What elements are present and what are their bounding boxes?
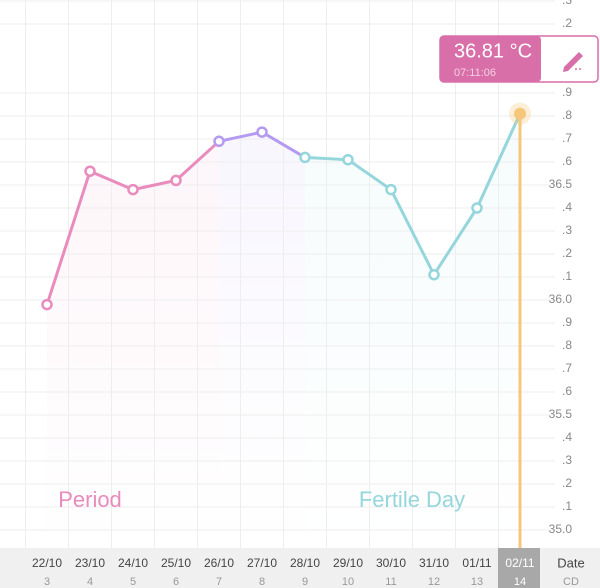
cycle-day-label: 6	[173, 576, 179, 588]
line-segment	[260, 130, 307, 159]
line-segment	[45, 169, 92, 307]
line-segment	[88, 169, 135, 192]
line-segment	[174, 139, 221, 182]
point	[213, 135, 225, 148]
selected-day	[498, 548, 540, 588]
x-tick-label: 01/11	[462, 556, 491, 570]
cycle-day-label: 12	[428, 576, 440, 588]
y-tick-label: .6	[562, 384, 572, 398]
edit-dot	[575, 68, 577, 70]
point	[84, 165, 96, 177]
point	[299, 151, 311, 164]
y-tick-label: .7	[562, 131, 572, 145]
x-tick-label: 23/10	[75, 556, 105, 570]
x-tick-label: 26/10	[204, 556, 234, 570]
line-segment	[217, 130, 264, 143]
point	[428, 268, 440, 281]
y-tick-label: .3	[562, 223, 572, 237]
cycle-day-label: 9	[302, 576, 308, 588]
y-tick-label: .3	[562, 0, 572, 7]
y-tick-label: .3	[562, 453, 572, 467]
point	[514, 107, 526, 120]
edit-icon[interactable]	[563, 52, 583, 72]
x-tick-label: 02/11	[505, 556, 534, 570]
y-tick-label: 35.0	[549, 522, 573, 536]
y-tick-label: .9	[562, 85, 572, 99]
y-tick-label: .1	[562, 499, 572, 513]
cycle-day-label: 8	[259, 576, 265, 588]
x-tick-label: 28/10	[290, 556, 320, 570]
cycle-day-label: 7	[216, 576, 222, 588]
cycle-day-label: 13	[471, 576, 483, 588]
y-tick-label: .7	[562, 361, 572, 375]
x-tick-label: 22/10	[32, 556, 62, 570]
line-segment	[389, 188, 436, 277]
line-segment	[346, 158, 393, 192]
y-tick-label: .9	[562, 315, 572, 329]
x-tick-label: 29/10	[333, 556, 363, 570]
y-tick-label: .8	[562, 108, 572, 122]
y-tick-label: .6	[562, 154, 572, 168]
y-tick-label: .8	[562, 338, 572, 352]
y-tick-label: .4	[562, 430, 572, 444]
tooltip-value: 36.81 °C	[454, 40, 532, 62]
x-axis-label: Date	[557, 555, 584, 570]
x-axis-label-cd: CD	[563, 576, 579, 588]
point	[256, 126, 268, 138]
y-tick-label: 36.0	[549, 292, 573, 306]
cycle-day-label: 5	[130, 576, 136, 588]
y-tick-label: .2	[562, 16, 572, 30]
y-tick-label: 35.5	[549, 407, 573, 421]
area-fade	[0, 0, 600, 548]
y-tick-label: .2	[562, 246, 572, 260]
cycle-day-label: 4	[87, 576, 93, 588]
point	[342, 153, 354, 166]
line-segment	[475, 112, 522, 210]
point	[170, 174, 182, 187]
line-segment	[131, 178, 178, 192]
edit-dot	[579, 68, 581, 70]
tooltip[interactable]: 36.81 °C 07:11:06	[439, 35, 599, 83]
point	[385, 183, 397, 196]
x-tick-label: 31/10	[419, 556, 449, 570]
x-tick-label: 27/10	[247, 556, 277, 570]
y-tick-label: .2	[562, 476, 572, 490]
y-tick-label: 36.5	[549, 177, 573, 191]
point	[127, 183, 139, 196]
point	[471, 202, 483, 214]
line-segment	[303, 155, 350, 162]
x-tick-label: 24/10	[118, 556, 148, 570]
point	[41, 298, 53, 311]
tooltip-value-box	[440, 36, 541, 82]
tooltip-time: 07:11:06	[454, 67, 496, 79]
x-tick-label: 25/10	[161, 556, 191, 570]
y-tick-label: .1	[562, 269, 572, 283]
cycle-day-label: 11	[385, 576, 396, 588]
cycle-day-label: 10	[342, 576, 354, 588]
annotation: Period	[58, 487, 122, 512]
line-segment	[432, 206, 479, 277]
cycle-day-label: 3	[44, 576, 50, 588]
annotation: Fertile Day	[359, 487, 465, 512]
y-tick-label: .4	[562, 200, 572, 214]
x-tick-label: 30/10	[376, 556, 406, 570]
cycle-day-label: 14	[514, 576, 526, 588]
